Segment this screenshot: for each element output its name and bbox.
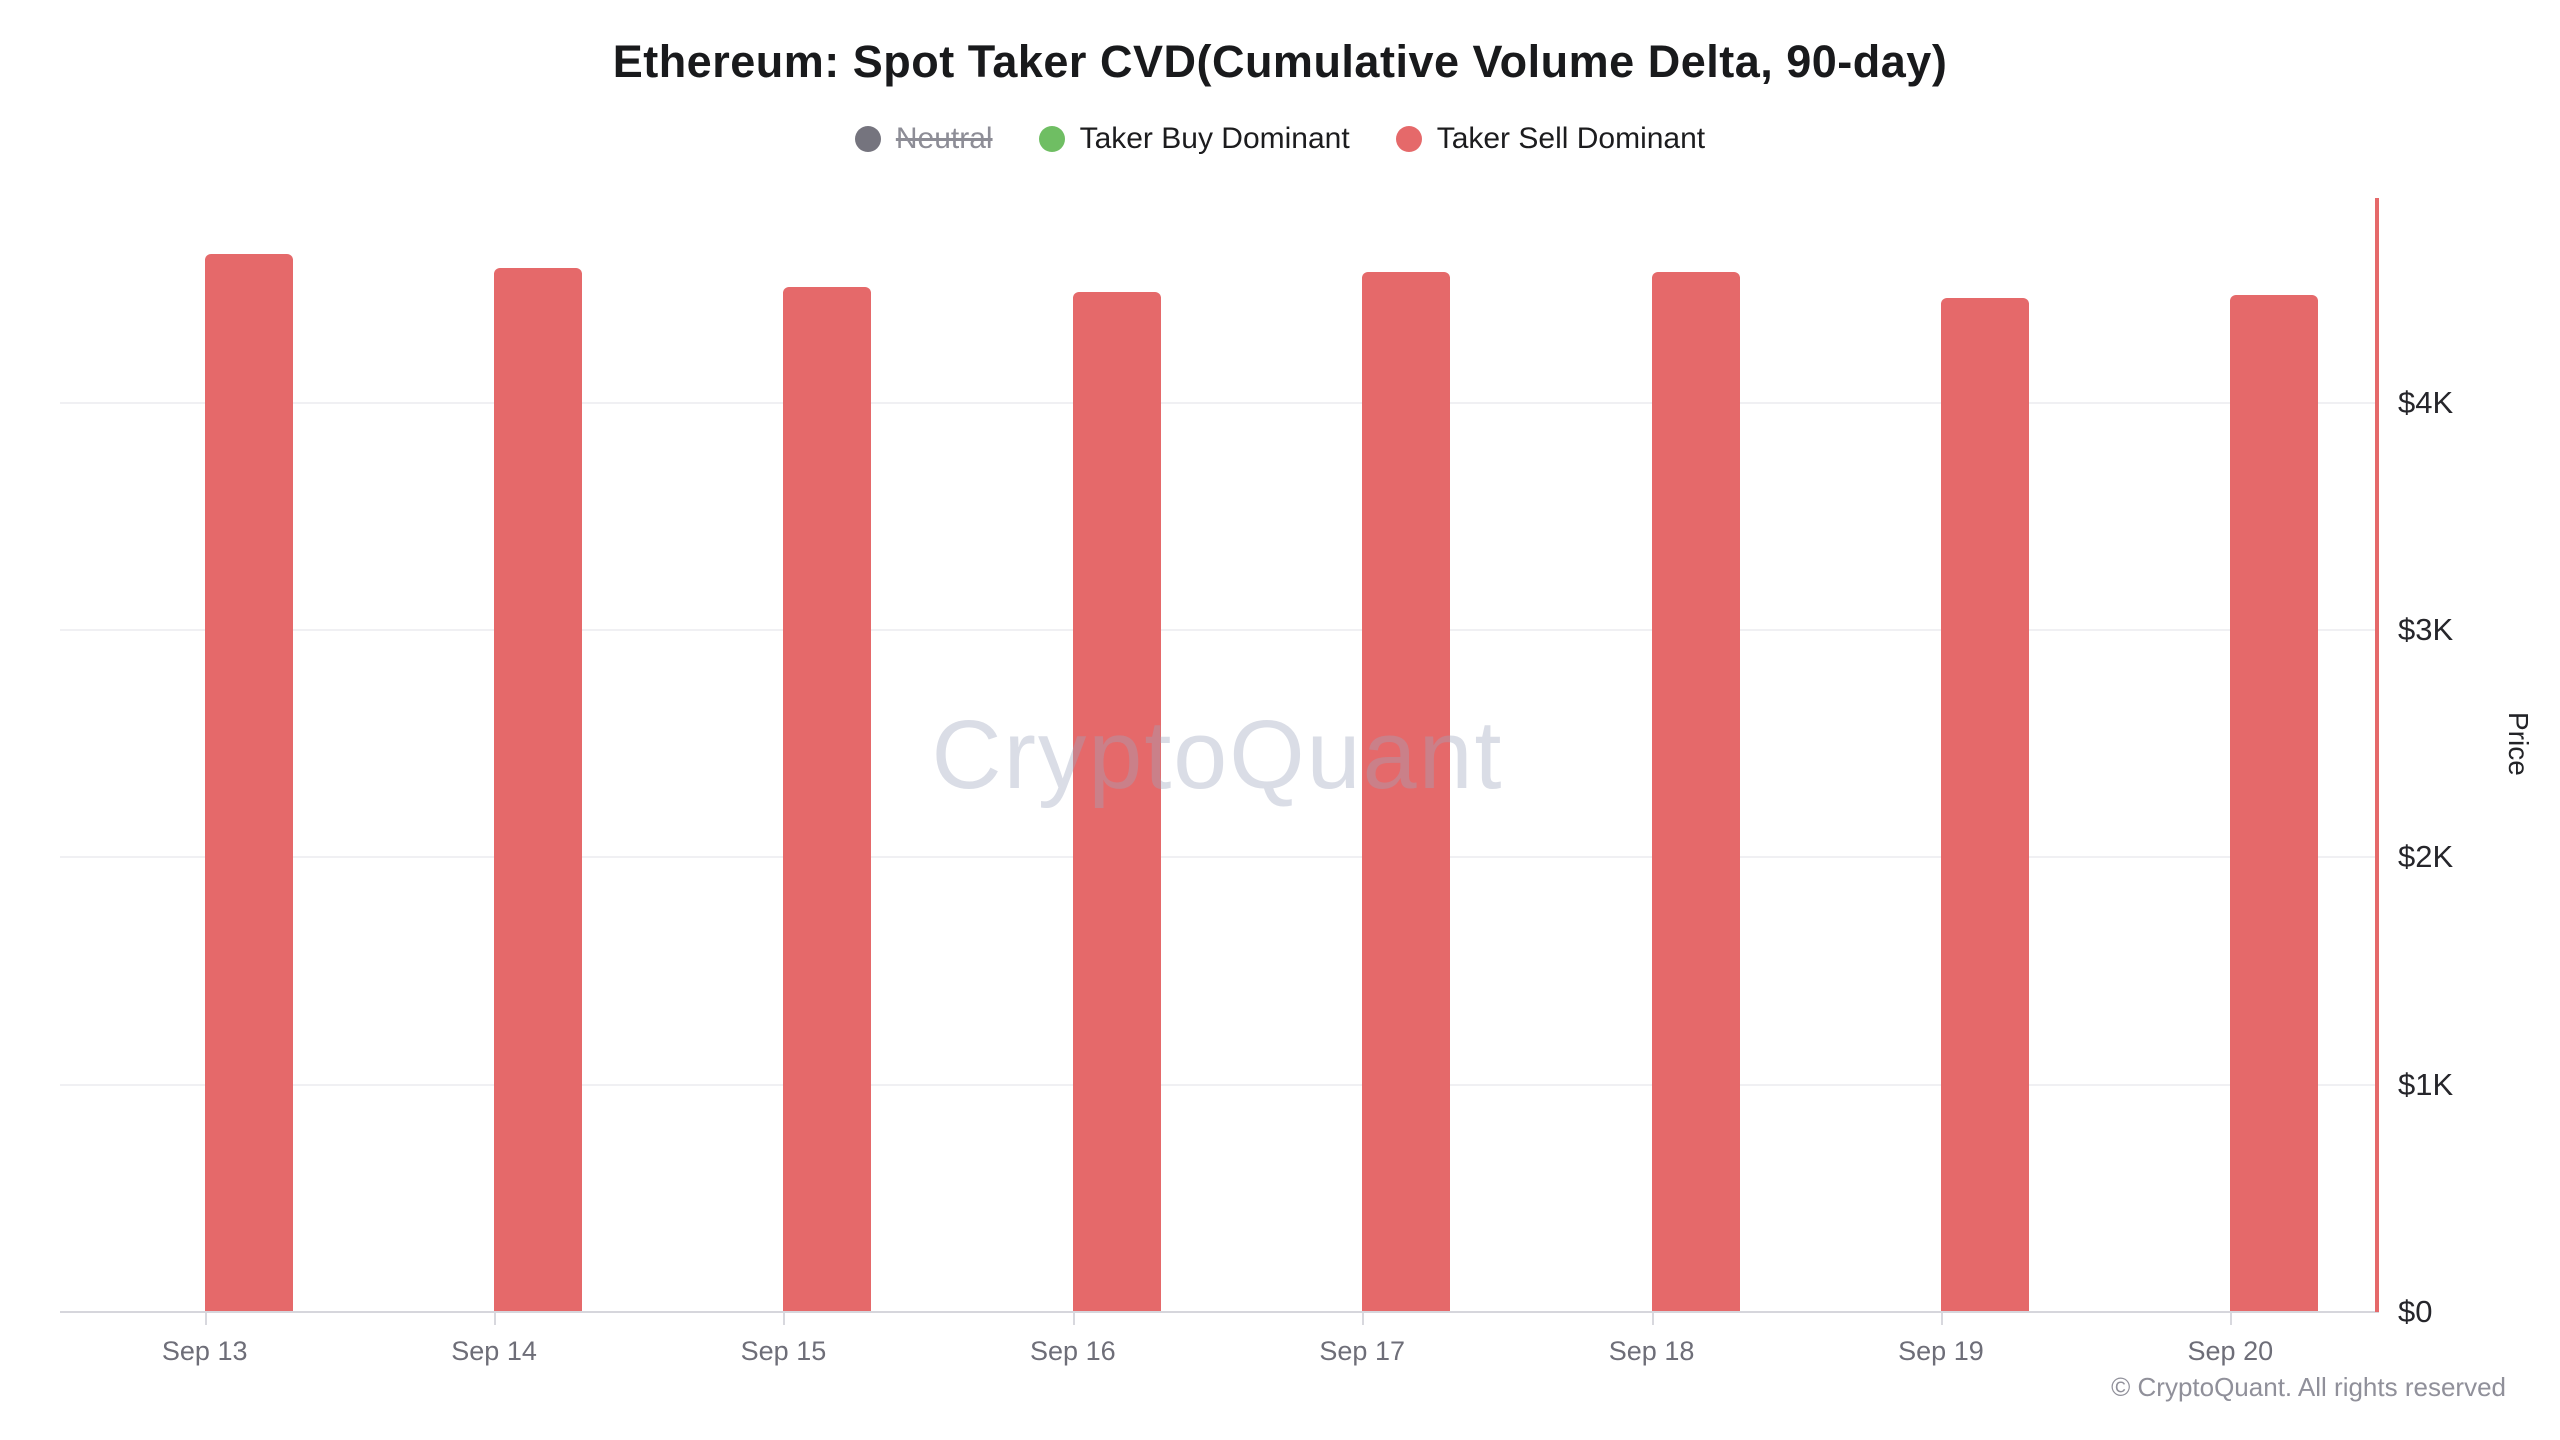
y-tick-label-0: $0 (2398, 1294, 2433, 1329)
x-axis: Sep 13 Sep 14 Sep 15 Sep 16 Sep 17 Sep 18 Sep … (60, 1312, 2375, 1392)
legend-label: Taker Buy Dominant (1079, 122, 1350, 155)
legend-label: Neutral (895, 122, 993, 155)
gridline-2k (60, 856, 2375, 859)
bar-sep-16[interactable] (1072, 292, 1161, 1312)
x-tick-mark-sep-20 (2230, 1312, 2233, 1325)
bar-sep-18[interactable] (1651, 271, 1740, 1312)
bar-sep-20[interactable] (2230, 294, 2319, 1312)
x-tick-label-sep-20: Sep 20 (2187, 1336, 2274, 1366)
x-tick-label-sep-17: Sep 17 (1319, 1336, 1405, 1366)
bar-sep-15[interactable] (783, 286, 872, 1312)
legend-item-taker-buy-dominant[interactable]: Taker Buy Dominant (1038, 122, 1350, 156)
gridline-1k (60, 1083, 2375, 1086)
legend-item-taker-sell-dominant[interactable]: Taker Sell Dominant (1395, 122, 1706, 156)
x-tick-mark-sep-19 (1940, 1312, 1943, 1325)
x-tick-mark-sep-15 (783, 1312, 786, 1325)
x-tick-mark-sep-18 (1651, 1312, 1654, 1325)
y-axis-labels: $0 $1K $2K $3K $4K (2398, 198, 2518, 1329)
price-axis-line (2375, 198, 2379, 1312)
chart-title: Ethereum: Spot Taker CVD(Cumulative Volu… (612, 36, 1948, 87)
y-tick-label-1k: $1K (2398, 1066, 2454, 1102)
y-tick-label-4k: $4K (2398, 384, 2454, 420)
bar-sep-13[interactable] (204, 253, 293, 1312)
bar-sep-17[interactable] (1362, 271, 1451, 1312)
gridline-3k (60, 628, 2375, 631)
legend-label: Taker Sell Dominant (1436, 122, 1706, 155)
legend-marker-taker-sell-dominant-icon (1395, 126, 1422, 152)
legend-marker-neutral-icon (854, 126, 881, 152)
y-tick-label-3k: $3K (2398, 611, 2454, 647)
legend-item-neutral[interactable]: Neutral (854, 122, 993, 156)
x-tick-label-sep-19: Sep 19 (1898, 1336, 1984, 1366)
bar-sep-19[interactable] (1940, 298, 2029, 1312)
x-tick-mark-sep-16 (1072, 1312, 1075, 1325)
x-tick-label-sep-13: Sep 13 (161, 1336, 248, 1366)
y-tick-label-2k: $2K (2398, 839, 2454, 875)
y-axis-title: Price (2503, 712, 2534, 776)
plot-area: CryptoQuant (60, 198, 2379, 1313)
x-axis-line (60, 1311, 2379, 1313)
gridline-4k (60, 401, 2375, 404)
x-tick-mark-sep-17 (1362, 1312, 1365, 1325)
x-tick-label-sep-15: Sep 15 (740, 1336, 827, 1366)
copyright-notice: © CryptoQuant. All rights reserved (2111, 1372, 2506, 1402)
legend-marker-taker-buy-dominant-icon (1038, 126, 1065, 152)
x-tick-label-sep-14: Sep 14 (451, 1336, 537, 1366)
x-tick-mark-sep-14 (494, 1312, 497, 1325)
x-tick-label-sep-18: Sep 18 (1608, 1336, 1695, 1366)
legend: Neutral Taker Buy Dominant Taker Sell Domi… (0, 122, 2560, 156)
x-tick-mark-sep-13 (204, 1312, 207, 1325)
bar-sep-14[interactable] (494, 268, 583, 1312)
x-tick-label-sep-16: Sep 16 (1030, 1336, 1116, 1366)
